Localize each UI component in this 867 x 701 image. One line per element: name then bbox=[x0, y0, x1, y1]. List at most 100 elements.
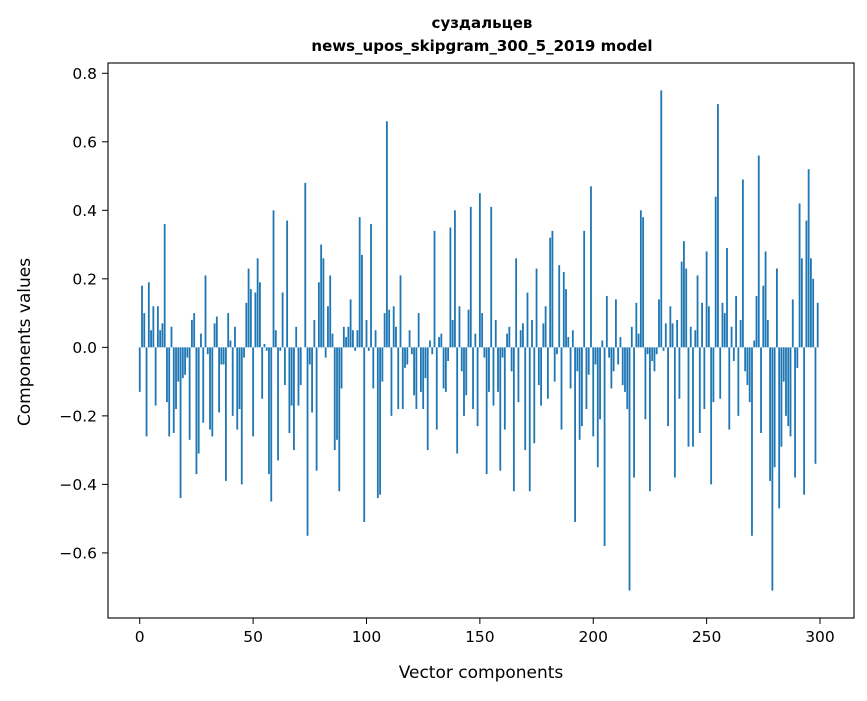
bar-component-134 bbox=[443, 347, 445, 388]
bar-component-29 bbox=[205, 275, 207, 347]
bar-component-278 bbox=[769, 347, 771, 481]
bar-component-152 bbox=[483, 347, 485, 357]
bar-component-56 bbox=[266, 347, 268, 350]
bar-component-4 bbox=[148, 282, 150, 347]
bar-component-188 bbox=[565, 289, 567, 347]
bar-component-270 bbox=[751, 347, 753, 535]
bar-component-9 bbox=[159, 330, 161, 347]
bar-component-266 bbox=[742, 179, 744, 347]
bar-component-251 bbox=[708, 306, 710, 347]
bar-component-183 bbox=[554, 347, 556, 381]
bar-component-54 bbox=[261, 347, 263, 398]
bar-component-165 bbox=[513, 347, 515, 491]
bar-component-20 bbox=[184, 347, 186, 374]
bar-component-161 bbox=[504, 347, 506, 429]
bar-component-1 bbox=[141, 286, 143, 348]
y-tick-label: 0.6 bbox=[72, 133, 97, 151]
bar-component-247 bbox=[699, 347, 701, 433]
bar-component-166 bbox=[515, 258, 517, 347]
x-tick-label: 0 bbox=[135, 628, 145, 646]
bar-component-284 bbox=[783, 347, 785, 381]
bar-component-258 bbox=[724, 313, 726, 347]
bar-component-229 bbox=[658, 299, 660, 347]
bar-component-3 bbox=[146, 347, 148, 436]
bar-component-155 bbox=[490, 207, 492, 347]
bar-component-150 bbox=[479, 193, 481, 347]
bar-component-108 bbox=[384, 313, 386, 347]
bar-component-81 bbox=[323, 258, 325, 347]
bar-component-41 bbox=[232, 347, 234, 416]
y-tick-label: 0.8 bbox=[72, 65, 97, 83]
bar-component-98 bbox=[361, 255, 363, 348]
bar-component-35 bbox=[218, 347, 220, 412]
bar-component-131 bbox=[436, 347, 438, 429]
bar-component-288 bbox=[792, 299, 794, 347]
bar-component-268 bbox=[747, 347, 749, 385]
bar-component-53 bbox=[259, 282, 261, 347]
bar-component-145 bbox=[468, 310, 470, 348]
bar-component-111 bbox=[391, 347, 393, 416]
bar-component-290 bbox=[796, 347, 798, 368]
bar-component-267 bbox=[744, 347, 746, 371]
bar-component-95 bbox=[354, 347, 356, 350]
bar-component-206 bbox=[606, 296, 608, 347]
bar-component-191 bbox=[572, 330, 574, 347]
bar-component-216 bbox=[629, 347, 631, 590]
bar-component-30 bbox=[207, 347, 209, 354]
bar-component-96 bbox=[357, 330, 359, 347]
y-tick-label: 0.2 bbox=[72, 270, 97, 288]
bar-component-250 bbox=[706, 251, 708, 347]
bar-component-122 bbox=[415, 347, 417, 409]
bar-component-153 bbox=[486, 347, 488, 474]
bar-component-65 bbox=[286, 221, 288, 348]
chart-subtitle: news_upos_skipgram_300_5_2019 model bbox=[311, 37, 652, 55]
bar-component-222 bbox=[642, 217, 644, 347]
bar-component-71 bbox=[300, 347, 302, 385]
bar-component-212 bbox=[620, 337, 622, 347]
bar-component-297 bbox=[812, 279, 814, 348]
bar-component-167 bbox=[518, 347, 520, 402]
bar-component-209 bbox=[613, 347, 615, 371]
bar-component-140 bbox=[456, 347, 458, 453]
bar-component-237 bbox=[676, 320, 678, 347]
bar-component-11 bbox=[164, 224, 166, 347]
x-tick-label: 250 bbox=[692, 628, 722, 646]
bar-component-0 bbox=[139, 347, 141, 392]
x-tick-label: 50 bbox=[243, 628, 263, 646]
bar-component-139 bbox=[454, 210, 456, 347]
bar-component-132 bbox=[438, 337, 440, 347]
bar-component-244 bbox=[692, 347, 694, 446]
bar-component-196 bbox=[583, 231, 585, 347]
bar-component-31 bbox=[209, 347, 211, 429]
bar-component-253 bbox=[713, 347, 715, 402]
bar-component-121 bbox=[413, 347, 415, 395]
bar-component-34 bbox=[216, 317, 218, 348]
bar-component-204 bbox=[601, 341, 603, 348]
bar-component-294 bbox=[805, 221, 807, 348]
bar-component-213 bbox=[622, 347, 624, 385]
bar-component-272 bbox=[756, 296, 758, 347]
bar-component-25 bbox=[196, 347, 198, 474]
x-tick-label: 150 bbox=[465, 628, 495, 646]
bar-component-113 bbox=[395, 327, 397, 348]
bar-component-67 bbox=[291, 347, 293, 405]
bar-component-129 bbox=[431, 347, 433, 354]
bar-component-50 bbox=[252, 347, 254, 436]
bar-component-77 bbox=[313, 320, 315, 347]
bar-component-160 bbox=[502, 347, 504, 357]
bar-component-51 bbox=[254, 293, 256, 348]
bar-component-205 bbox=[604, 347, 606, 546]
bar-component-93 bbox=[350, 299, 352, 347]
x-tick-label: 200 bbox=[578, 628, 608, 646]
bar-component-292 bbox=[801, 258, 803, 347]
bar-component-186 bbox=[561, 347, 563, 429]
bar-component-156 bbox=[493, 347, 495, 405]
bar-component-223 bbox=[644, 347, 646, 419]
bar-component-21 bbox=[186, 347, 188, 357]
bar-component-87 bbox=[336, 347, 338, 440]
bar-component-226 bbox=[651, 347, 653, 361]
bar-component-163 bbox=[508, 327, 510, 348]
bar-component-142 bbox=[461, 347, 463, 371]
bar-component-109 bbox=[386, 121, 388, 347]
bar-component-173 bbox=[531, 320, 533, 347]
